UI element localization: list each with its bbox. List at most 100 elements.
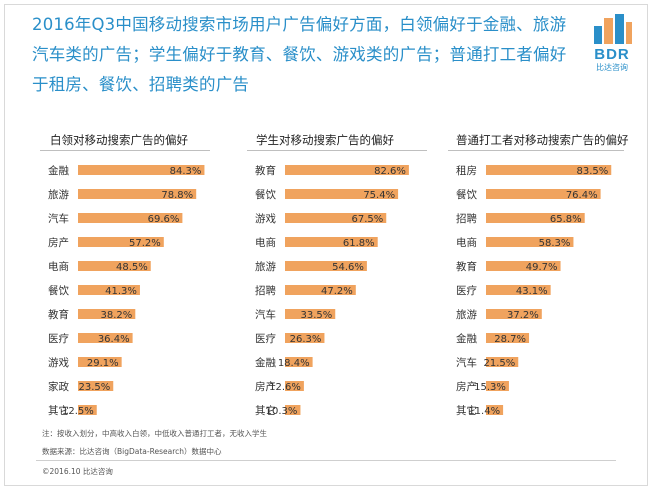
bar xyxy=(78,405,97,415)
bar xyxy=(78,165,205,175)
category-label: 游戏 xyxy=(255,212,276,225)
footer-copyright: ©2016.10 比达咨询 xyxy=(42,467,113,476)
category-label: 教育 xyxy=(48,308,69,321)
bar xyxy=(486,213,585,223)
bar xyxy=(285,381,304,391)
bar xyxy=(285,309,336,319)
category-label: 医疗 xyxy=(456,284,477,297)
category-label: 金融 xyxy=(255,356,276,369)
value-label: 18.4% xyxy=(278,358,310,369)
category-label: 汽车 xyxy=(48,212,69,225)
bar xyxy=(285,261,367,271)
chart-3-migrant-workers: 租房 83.5% 餐饮 76.4% 招聘 65.8% 电商 58.3% 教育 49.7% 医疗 43.… xyxy=(456,164,612,417)
bar xyxy=(486,237,574,247)
bar xyxy=(486,309,542,319)
bar xyxy=(78,237,164,247)
bar xyxy=(486,285,551,295)
value-label: 41.3% xyxy=(105,286,137,297)
category-label: 医疗 xyxy=(48,332,69,345)
chart-1-white-collar: 金融 84.3% 旅游 78.8% 汽车 69.6% 房产 57.2% 电商 48.5% 餐饮 41.… xyxy=(48,164,205,417)
footer-note: 注：按收入划分，中高收入白领，中低收入普通打工者，无收入学生 xyxy=(42,429,267,438)
category-label: 旅游 xyxy=(456,308,477,321)
value-label: 83.5% xyxy=(576,166,608,177)
bar xyxy=(486,381,509,391)
bar xyxy=(486,165,612,175)
title-line-3: 于租房、餐饮、招聘类的广告 xyxy=(32,75,250,94)
category-label: 其它 xyxy=(255,404,276,417)
logo-text: BDR xyxy=(594,46,630,63)
value-label: 65.8% xyxy=(550,214,582,225)
category-label: 教育 xyxy=(456,260,477,273)
value-label: 26.3% xyxy=(290,334,322,345)
bar xyxy=(78,333,133,343)
logo-subtext: 比达咨询 xyxy=(596,63,628,72)
bar xyxy=(285,165,409,175)
value-label: 12.6% xyxy=(269,382,301,393)
value-label: 49.7% xyxy=(526,262,558,273)
value-label: 10.3% xyxy=(266,406,298,417)
bar xyxy=(78,261,151,271)
category-label: 餐饮 xyxy=(456,188,477,201)
bar xyxy=(78,189,197,199)
chart-2-title: 学生对移动搜索广告的偏好 xyxy=(256,133,394,147)
chart-3-divider xyxy=(448,150,624,151)
bar xyxy=(486,405,504,415)
page-title: 2016年Q3中国移动搜索市场用户广告偏好方面，白领偏好于金融、旅游 汽车类的广… xyxy=(32,10,572,100)
category-label: 汽车 xyxy=(255,308,276,321)
value-label: 67.5% xyxy=(351,214,383,225)
category-label: 房产 xyxy=(48,236,69,249)
category-label: 其它 xyxy=(48,404,69,417)
category-label: 房产 xyxy=(456,380,477,393)
footer-source: 数据来源：比达咨询（BigData-Research）数据中心 xyxy=(42,447,222,456)
bar xyxy=(285,285,356,295)
chart-3-title: 普通打工者对移动搜索广告的偏好 xyxy=(456,133,629,147)
category-label: 金融 xyxy=(456,332,477,345)
bar xyxy=(285,213,387,223)
category-label: 餐饮 xyxy=(255,188,276,201)
footer-divider xyxy=(36,460,616,461)
category-label: 电商 xyxy=(48,260,69,273)
value-label: 28.7% xyxy=(494,334,526,345)
bar xyxy=(285,189,399,199)
value-label: 47.2% xyxy=(321,286,353,297)
category-label: 旅游 xyxy=(48,188,69,201)
bar xyxy=(78,381,114,391)
value-label: 36.4% xyxy=(98,334,130,345)
value-label: 78.8% xyxy=(161,190,193,201)
value-label: 69.6% xyxy=(148,214,180,225)
logo-buildings-icon xyxy=(594,14,632,44)
category-label: 餐饮 xyxy=(48,284,69,297)
bar xyxy=(78,357,122,367)
bar xyxy=(285,405,301,415)
value-label: 57.2% xyxy=(129,238,161,249)
chart-1-divider xyxy=(40,150,210,151)
value-label: 75.4% xyxy=(363,190,395,201)
value-label: 82.6% xyxy=(374,166,406,177)
category-label: 医疗 xyxy=(255,332,276,345)
value-label: 61.8% xyxy=(343,238,375,249)
category-label: 电商 xyxy=(255,236,276,249)
value-label: 58.3% xyxy=(539,238,571,249)
value-label: 43.1% xyxy=(516,286,548,297)
category-label: 教育 xyxy=(255,164,276,177)
value-label: 12.5% xyxy=(62,406,94,417)
chart-2-students: 教育 82.6% 餐饮 75.4% 游戏 67.5% 电商 61.8% 旅游 54.6% 招聘 47.… xyxy=(255,164,409,417)
value-label: 33.5% xyxy=(300,310,332,321)
bar xyxy=(486,189,601,199)
value-label: 23.5% xyxy=(78,382,110,393)
category-label: 汽车 xyxy=(456,356,477,369)
category-label: 房产 xyxy=(255,380,276,393)
bar xyxy=(78,213,183,223)
bar xyxy=(486,261,561,271)
bar xyxy=(78,285,140,295)
bar xyxy=(285,333,325,343)
bar xyxy=(486,357,519,367)
value-label: 38.2% xyxy=(101,310,133,321)
value-label: 48.5% xyxy=(116,262,148,273)
bar xyxy=(78,309,136,319)
chart-2-divider xyxy=(247,150,427,151)
title-line-2: 汽车类的广告；学生偏好于教育、餐饮、游戏类的广告；普通打工者偏好 xyxy=(32,45,567,64)
category-label: 其它 xyxy=(456,404,477,417)
value-label: 29.1% xyxy=(87,358,119,369)
category-label: 游戏 xyxy=(48,356,69,369)
